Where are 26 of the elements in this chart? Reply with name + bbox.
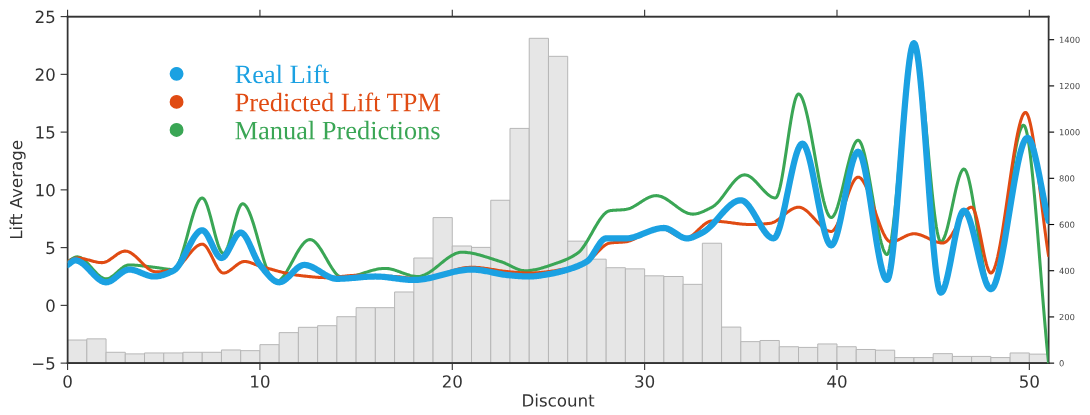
y-tick-label: 15 [36, 126, 55, 139]
y-tick-label: −5 [32, 357, 55, 370]
y2-tick-label: 600 [1059, 221, 1075, 228]
legend-label: Manual Predictions [235, 120, 440, 140]
x-tick-label: 20 [442, 375, 462, 388]
x-tick-label: 30 [635, 375, 655, 388]
x-tick-label: 10 [251, 375, 270, 388]
y2-tick-label: 800 [1059, 175, 1075, 182]
y-tick-label: 0 [46, 299, 55, 312]
y-axis-title: Lift Average [9, 140, 26, 239]
legend-label: Predicted Lift TPM [235, 92, 441, 112]
x-tick-label: 0 [63, 375, 72, 388]
legend-label: Real Lift [235, 64, 330, 84]
x-axis-title: Discount [523, 393, 595, 407]
x-tick-label: 50 [1020, 375, 1039, 388]
y2-tick-label: 1400 [1059, 36, 1080, 43]
y-tick-label: 20 [35, 68, 55, 81]
y-tick-label: 25 [35, 10, 55, 24]
y2-tick-label: 1200 [1059, 82, 1080, 90]
y2-tick-label: 1000 [1059, 129, 1080, 136]
y2-tick-label: 400 [1059, 267, 1075, 274]
y2-tick-label: 200 [1059, 313, 1075, 321]
y2-tick-label: 0 [1059, 360, 1064, 367]
x-tick-label: 40 [827, 375, 847, 388]
y-tick-label: 5 [46, 241, 55, 255]
y-tick-label: 10 [36, 183, 55, 197]
